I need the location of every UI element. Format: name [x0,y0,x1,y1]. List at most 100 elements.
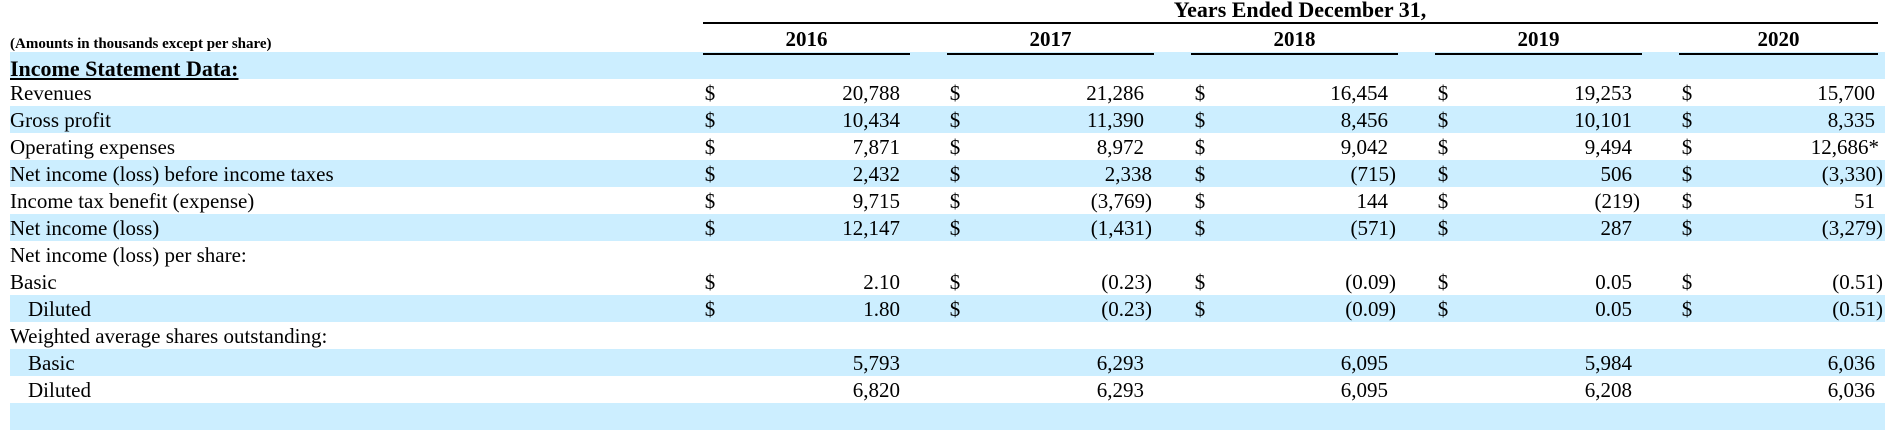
dollar-sign: $ [1681,216,1693,240]
cell-2018: 9,042 [1340,135,1388,159]
year-header: 2019 [1517,27,1560,51]
cell-2018: (0.09) [1345,270,1396,294]
amounts-note: (Amounts in thousands except per share) [10,36,272,52]
year-header: 2016 [785,27,828,51]
row-label: Income tax benefit (expense) [10,189,255,213]
row-label: Net income (loss) [10,216,160,240]
dollar-sign: $ [1437,162,1449,186]
dollar-sign: $ [949,135,961,159]
dollar-sign: $ [1681,270,1693,294]
row-label: Diluted [28,378,91,402]
dollar-sign: $ [704,297,716,321]
dollar-sign: $ [1194,189,1206,213]
cell-2020: (3,279) [1821,216,1883,240]
cell-2018: 6,095 [1340,378,1388,402]
row-band [10,106,1885,133]
year-underline [947,53,1154,55]
dollar-sign: $ [949,297,961,321]
dollar-sign: $ [1194,81,1206,105]
cell-2018: 8,456 [1340,108,1388,132]
cell-2020: 6,036 [1827,378,1875,402]
table-row: Gross profit $ 10,434 $ 11,390 $ 8,456 $… [10,107,1885,134]
row-band [10,403,1885,430]
cell-2020: 12,686* [1810,135,1879,159]
cell-2017: 6,293 [1096,351,1144,375]
cell-2020: (0.51) [1832,270,1883,294]
dollar-sign: $ [704,108,716,132]
row-label: Basic [10,270,57,294]
cell-2016: 10,434 [842,108,900,132]
dollar-sign: $ [949,189,961,213]
dollar-sign: $ [1437,216,1449,240]
cell-2019: 0.05 [1595,270,1632,294]
dollar-sign: $ [1194,162,1206,186]
dollar-sign: $ [949,162,961,186]
table-row: Income tax benefit (expense) $ 9,715 $ (… [10,188,1885,215]
table-row: Operating expenses $ 7,871 $ 8,972 $ 9,0… [10,134,1885,161]
year-underline [1435,53,1642,55]
dollar-sign: $ [1194,216,1206,240]
row-band [10,295,1885,322]
year-header: 2020 [1757,27,1800,51]
year-underline [1191,53,1398,55]
dollar-sign: $ [1194,135,1206,159]
year-underline [703,53,910,55]
cell-2020: 6,036 [1827,351,1875,375]
dollar-sign: $ [949,216,961,240]
dollar-sign: $ [1437,297,1449,321]
cell-2017: 11,390 [1087,108,1144,132]
dollar-sign: $ [1437,270,1449,294]
dollar-sign: $ [704,81,716,105]
cell-2020: (3,330) [1821,162,1883,186]
dollar-sign: $ [1437,189,1449,213]
row-label: Net income (loss) before income taxes [10,162,334,186]
row-label: Weighted average shares outstanding: [10,324,328,348]
row-label: Gross profit [10,108,111,132]
cell-2019: 287 [1600,216,1633,240]
subsection-row: Weighted average shares outstanding: [10,323,1885,350]
cell-2017: (0.23) [1101,297,1152,321]
dollar-sign: $ [949,108,961,132]
table-row: Net income (loss) before income taxes $ … [10,161,1885,188]
cell-2019: 506 [1600,162,1633,186]
section-row: Income Statement Data: [10,55,1885,82]
header-rule [703,22,1878,24]
year-header: 2018 [1273,27,1316,51]
dollar-sign: $ [1681,162,1693,186]
cell-2019: 10,101 [1574,108,1632,132]
cell-2018: (715) [1350,162,1397,186]
cell-2018: 16,454 [1330,81,1388,105]
cell-2019: 19,253 [1574,81,1632,105]
subsection-row: Net income (loss) per share: [10,242,1885,269]
dollar-sign: $ [1681,189,1693,213]
cell-2019: (219) [1594,189,1641,213]
table-row: Revenues $ 20,788 $ 21,286 $ 16,454 $ 19… [10,80,1885,107]
row-label: Basic [28,351,75,375]
dollar-sign: $ [1437,108,1449,132]
dollar-sign: $ [1681,297,1693,321]
row-band [10,52,1885,79]
dollar-sign: $ [704,162,716,186]
cell-2019: 0.05 [1595,297,1632,321]
cell-2017: 2,338 [1104,162,1152,186]
header-title: Years Ended December 31, [1173,0,1427,22]
dollar-sign: $ [1437,135,1449,159]
cell-2020: 51 [1854,189,1875,213]
dollar-sign: $ [949,81,961,105]
dollar-sign: $ [1437,81,1449,105]
cell-2017: (1,431) [1090,216,1152,240]
cell-2020: 15,700 [1817,81,1875,105]
cell-2018: 6,095 [1340,351,1388,375]
table-row: Basic 5,793 6,293 6,095 5,984 6,036 [10,350,1885,377]
year-header: 2017 [1029,27,1072,51]
cell-2018: (0.09) [1345,297,1396,321]
cell-2017: (3,769) [1090,189,1152,213]
cell-2017: 21,286 [1086,81,1144,105]
cell-2018: 144 [1356,189,1389,213]
cell-2016: 7,871 [852,135,900,159]
dollar-sign: $ [704,135,716,159]
cell-2016: 2.10 [863,270,900,294]
row-label: Net income (loss) per share: [10,243,247,267]
row-label: Operating expenses [10,135,176,159]
